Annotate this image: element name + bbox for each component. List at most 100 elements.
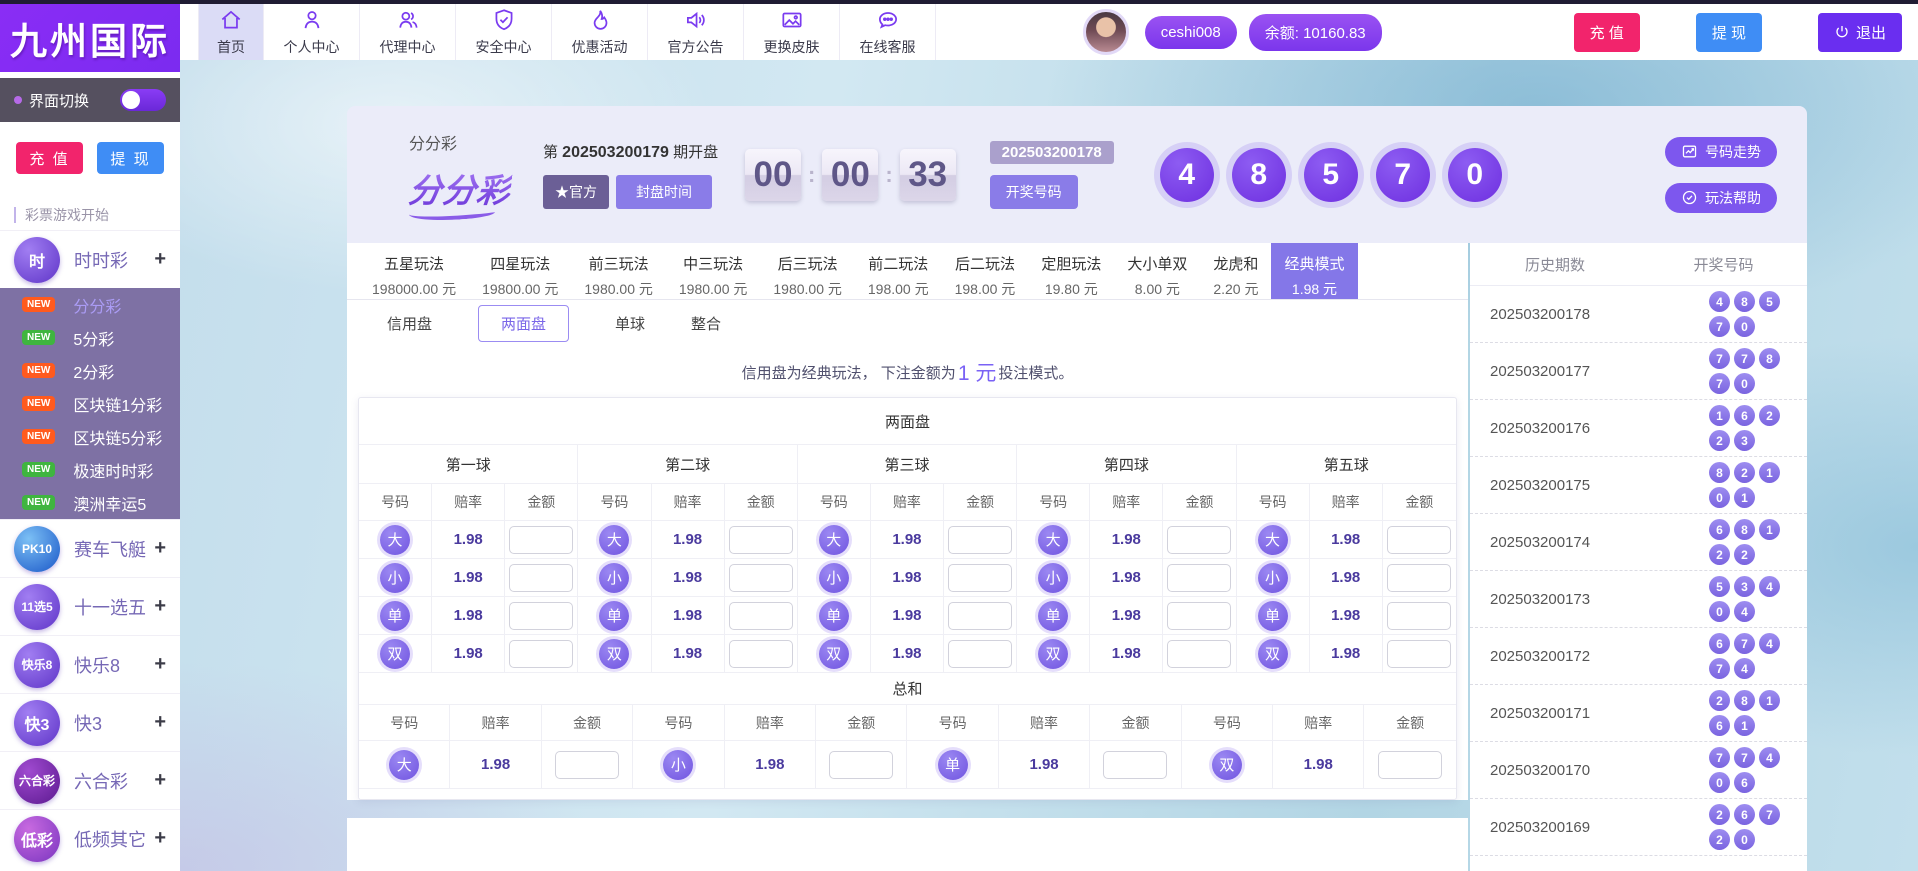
sidebar-item-1[interactable]: PK10 赛车飞艇 + (0, 519, 180, 577)
bet-option-大-ball4[interactable]: 大 (1038, 524, 1069, 555)
amount-input[interactable] (1167, 525, 1232, 554)
nav-item-5[interactable]: 官方公告 (648, 4, 744, 60)
amount-input[interactable] (728, 563, 793, 592)
submenu-item-0[interactable]: NEW 分分彩 (0, 288, 180, 321)
submenu-item-2[interactable]: NEW 2分彩 (0, 354, 180, 387)
sidebar-item-4[interactable]: 快3 快3 + (0, 693, 180, 751)
amount-input[interactable] (948, 525, 1013, 554)
nav-item-3[interactable]: 安全中心 (456, 4, 552, 60)
nav-item-0[interactable]: 首页 (198, 4, 264, 60)
expand-plus-icon[interactable]: + (154, 653, 166, 675)
sidebar-item-3[interactable]: 快乐8 快乐8 + (0, 635, 180, 693)
official-button[interactable]: ★官方 (543, 174, 609, 209)
sidebar-item-6[interactable]: 低彩 低频其它 + (0, 809, 180, 867)
expand-plus-icon[interactable]: + (154, 248, 166, 270)
tab-9[interactable]: 龙虎和 2.20 元 (1200, 243, 1271, 299)
bet-option-大-ball2[interactable]: 大 (599, 524, 630, 555)
sum-option-大[interactable]: 大 (389, 749, 420, 780)
username-pill[interactable]: ceshi008 (1144, 15, 1237, 49)
expand-plus-icon[interactable]: + (154, 769, 166, 791)
sum-option-小[interactable]: 小 (663, 749, 694, 780)
nav-item-7[interactable]: 在线客服 (840, 4, 936, 60)
bet-option-双-ball1[interactable]: 双 (380, 638, 411, 669)
close-time-button[interactable]: 封盘时间 (616, 174, 712, 209)
bet-option-双-ball2[interactable]: 双 (599, 638, 630, 669)
subtab-3[interactable]: 整合 (691, 316, 722, 333)
trend-button[interactable]: 号码走势 (1665, 136, 1777, 167)
expand-plus-icon[interactable]: + (154, 711, 166, 733)
amount-input[interactable] (1167, 563, 1232, 592)
sidebar-deposit-button[interactable]: 充 值 (16, 142, 83, 174)
expand-plus-icon[interactable]: + (154, 537, 166, 559)
tab-3[interactable]: 中三玩法 1980.00 元 (666, 243, 761, 299)
submenu-item-1[interactable]: NEW 5分彩 (0, 321, 180, 354)
withdraw-button[interactable]: 提 现 (1695, 12, 1762, 52)
brand-logo[interactable]: 九州国际 (0, 4, 180, 72)
bet-option-单-ball3[interactable]: 单 (818, 600, 849, 631)
amount-input[interactable] (1167, 639, 1232, 668)
bet-option-大-ball1[interactable]: 大 (380, 524, 411, 555)
bet-option-单-ball1[interactable]: 单 (380, 600, 411, 631)
amount-input[interactable] (509, 563, 574, 592)
amount-input[interactable] (728, 525, 793, 554)
bet-option-双-ball4[interactable]: 双 (1038, 638, 1069, 669)
deposit-button[interactable]: 充 值 (1573, 12, 1640, 52)
amount-input[interactable] (948, 639, 1013, 668)
submenu-item-6[interactable]: NEW 澳洲幸运5 (0, 486, 180, 519)
amount-input[interactable] (948, 601, 1013, 630)
submenu-item-4[interactable]: NEW 区块链5分彩 (0, 420, 180, 453)
tab-1[interactable]: 四星玩法 19800.00 元 (469, 243, 571, 299)
bet-option-小-ball3[interactable]: 小 (818, 562, 849, 593)
submenu-item-5[interactable]: NEW 极速时时彩 (0, 453, 180, 486)
avatar[interactable] (1082, 9, 1129, 55)
amount-input[interactable] (1387, 639, 1452, 668)
bet-option-小-ball2[interactable]: 小 (599, 562, 630, 593)
interface-toggle-switch[interactable] (120, 89, 166, 111)
amount-input[interactable] (1387, 563, 1452, 592)
logout-button[interactable]: 退出 (1817, 12, 1902, 52)
amount-input[interactable] (1387, 525, 1452, 554)
sum-amount-input[interactable] (1378, 750, 1443, 779)
sum-option-单[interactable]: 单 (937, 749, 968, 780)
bet-option-大-ball3[interactable]: 大 (818, 524, 849, 555)
sum-option-双[interactable]: 双 (1211, 749, 1242, 780)
bet-option-小-ball4[interactable]: 小 (1038, 562, 1069, 593)
bet-option-双-ball3[interactable]: 双 (818, 638, 849, 669)
subtab-2[interactable]: 单球 (615, 316, 646, 333)
help-button[interactable]: 玩法帮助 (1665, 182, 1777, 213)
amount-input[interactable] (509, 639, 574, 668)
sum-amount-input[interactable] (829, 750, 894, 779)
amount-input[interactable] (509, 601, 574, 630)
tab-6[interactable]: 后二玩法 198.00 元 (942, 243, 1029, 299)
amount-input[interactable] (509, 525, 574, 554)
tab-2[interactable]: 前三玩法 1980.00 元 (571, 243, 666, 299)
expand-plus-icon[interactable]: + (154, 827, 166, 849)
sidebar-withdraw-button[interactable]: 提 现 (97, 142, 164, 174)
subtab-1[interactable]: 两面盘 (478, 305, 570, 342)
nav-item-4[interactable]: 优惠活动 (552, 4, 648, 60)
bet-option-大-ball5[interactable]: 大 (1257, 524, 1288, 555)
bet-option-单-ball5[interactable]: 单 (1257, 600, 1288, 631)
tab-0[interactable]: 五星玩法 198000.00 元 (359, 243, 469, 299)
nav-item-6[interactable]: 更换皮肤 (744, 4, 840, 60)
sidebar-item-0[interactable]: 时时时彩 + (0, 230, 180, 288)
expand-plus-icon[interactable]: + (154, 595, 166, 617)
tab-7[interactable]: 定胆玩法 19.80 元 (1028, 243, 1114, 299)
sidebar-item-5[interactable]: 六合彩 六合彩 + (0, 751, 180, 809)
amount-input[interactable] (948, 563, 1013, 592)
bet-option-单-ball2[interactable]: 单 (599, 600, 630, 631)
bet-option-小-ball1[interactable]: 小 (380, 562, 411, 593)
sum-amount-input[interactable] (555, 750, 620, 779)
amount-input[interactable] (728, 601, 793, 630)
nav-item-2[interactable]: 代理中心 (360, 4, 456, 60)
bet-option-小-ball5[interactable]: 小 (1257, 562, 1288, 593)
amount-input[interactable] (1387, 601, 1452, 630)
draw-numbers-button[interactable]: 开奖号码 (989, 174, 1078, 209)
tab-4[interactable]: 后三玩法 1980.00 元 (760, 243, 855, 299)
amount-input[interactable] (728, 639, 793, 668)
tab-5[interactable]: 前二玩法 198.00 元 (855, 243, 942, 299)
bet-option-双-ball5[interactable]: 双 (1257, 638, 1288, 669)
nav-item-1[interactable]: 个人中心 (264, 4, 360, 60)
sidebar-item-2[interactable]: 11选5 十一选五 + (0, 577, 180, 635)
amount-input[interactable] (1167, 601, 1232, 630)
